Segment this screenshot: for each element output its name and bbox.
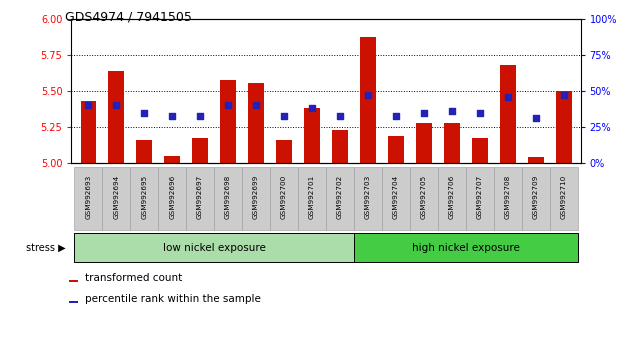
Bar — [75, 234, 354, 262]
Bar — [75, 167, 102, 230]
Bar — [354, 167, 382, 230]
Point — [335, 113, 345, 118]
Bar — [304, 108, 320, 163]
Point — [559, 93, 569, 98]
Point — [475, 110, 485, 115]
Bar — [158, 167, 186, 230]
Bar — [214, 167, 242, 230]
Text: GSM992695: GSM992695 — [141, 175, 147, 219]
Bar — [382, 167, 410, 230]
Text: GSM992693: GSM992693 — [85, 175, 91, 219]
Text: GSM992708: GSM992708 — [505, 175, 511, 219]
Text: GSM992701: GSM992701 — [309, 175, 315, 219]
Bar — [354, 234, 578, 262]
Text: high nickel exposure: high nickel exposure — [412, 243, 520, 253]
Point — [447, 108, 457, 114]
Point — [391, 113, 401, 118]
Point — [419, 110, 429, 115]
Text: GSM992696: GSM992696 — [169, 175, 175, 219]
Text: GSM992698: GSM992698 — [225, 175, 231, 219]
Bar — [70, 301, 78, 303]
Bar — [186, 167, 214, 230]
Bar — [165, 156, 180, 163]
Bar — [522, 167, 550, 230]
Text: GSM992694: GSM992694 — [113, 175, 119, 219]
Bar — [556, 91, 571, 163]
Bar — [242, 167, 270, 230]
Bar — [500, 65, 515, 163]
Bar — [416, 123, 432, 163]
Text: GDS4974 / 7941505: GDS4974 / 7941505 — [65, 11, 192, 24]
Bar — [550, 167, 578, 230]
Text: GSM992709: GSM992709 — [533, 175, 539, 219]
Text: GSM992710: GSM992710 — [561, 175, 567, 219]
Bar — [466, 167, 494, 230]
Text: stress ▶: stress ▶ — [25, 243, 65, 253]
Text: transformed count: transformed count — [84, 273, 182, 284]
Bar — [102, 167, 130, 230]
Bar — [248, 82, 264, 163]
Point — [251, 103, 261, 108]
Point — [503, 94, 513, 100]
Bar — [444, 123, 460, 163]
Bar — [130, 167, 158, 230]
Point — [111, 103, 121, 108]
Bar — [276, 140, 292, 163]
Bar — [438, 167, 466, 230]
Point — [531, 115, 541, 121]
Text: GSM992697: GSM992697 — [197, 175, 203, 219]
Bar — [326, 167, 354, 230]
Text: GSM992705: GSM992705 — [421, 175, 427, 219]
Bar — [298, 167, 326, 230]
Point — [195, 113, 205, 118]
Text: GSM992704: GSM992704 — [393, 175, 399, 219]
Point — [363, 93, 373, 98]
Bar — [137, 140, 152, 163]
Text: GSM992702: GSM992702 — [337, 175, 343, 219]
Bar — [494, 167, 522, 230]
Point — [167, 113, 177, 118]
Text: GSM992707: GSM992707 — [477, 175, 483, 219]
Text: GSM992703: GSM992703 — [365, 175, 371, 219]
Bar — [332, 130, 348, 163]
Bar — [528, 157, 543, 163]
Bar — [81, 101, 96, 163]
Bar — [109, 71, 124, 163]
Text: low nickel exposure: low nickel exposure — [163, 243, 266, 253]
Point — [279, 113, 289, 118]
Text: GSM992699: GSM992699 — [253, 175, 259, 219]
Bar — [360, 37, 376, 163]
Bar — [270, 167, 298, 230]
Bar — [70, 280, 78, 282]
Point — [223, 103, 233, 108]
Bar — [410, 167, 438, 230]
Bar — [472, 138, 487, 163]
Point — [83, 103, 93, 108]
Bar — [193, 138, 208, 163]
Text: percentile rank within the sample: percentile rank within the sample — [84, 294, 260, 304]
Text: GSM992706: GSM992706 — [449, 175, 455, 219]
Bar — [220, 80, 236, 163]
Point — [307, 105, 317, 111]
Bar — [388, 136, 404, 163]
Point — [139, 110, 149, 115]
Text: GSM992700: GSM992700 — [281, 175, 287, 219]
